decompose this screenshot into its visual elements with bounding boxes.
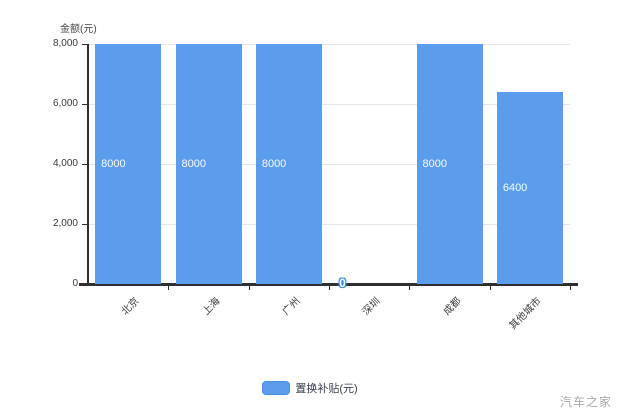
x-axis-tick [168, 286, 170, 290]
legend-label: 置换补贴(元) [295, 383, 358, 395]
bar-1[interactable] [95, 44, 162, 284]
bar-2[interactable] [175, 44, 242, 284]
y-axis-tick [82, 164, 88, 165]
bar-6[interactable] [496, 92, 563, 284]
legend-swatch-icon [262, 381, 291, 395]
gridline [88, 104, 570, 105]
x-axis-label: 北京 [119, 295, 142, 318]
x-axis-label: 深圳 [360, 295, 383, 318]
bar-value-label: 8000 [181, 158, 206, 170]
x-axis-tick [329, 286, 330, 290]
watermark-autohome: 汽车之家 [559, 395, 612, 409]
gridline [88, 164, 570, 165]
x-axis-tick [409, 286, 411, 290]
y-axis-tick-label: 8,000 [52, 38, 78, 49]
x-axis-label: 成都 [441, 295, 464, 318]
bar-value-label: 8000 [101, 158, 126, 170]
y-axis-tick [82, 104, 88, 105]
y-axis-tick-label: 0 [72, 278, 78, 289]
y-axis-tick-label: 4,000 [52, 158, 78, 169]
bar-value-label: 8000 [261, 158, 287, 170]
x-axis-label: 其他城市 [507, 295, 544, 332]
x-axis-tick [570, 286, 571, 290]
x-axis-label: 上海 [200, 295, 223, 318]
gridline [88, 224, 570, 225]
x-axis-label: 广州 [280, 295, 303, 318]
y-axis-tick-label: 6,000 [52, 98, 78, 109]
x-axis-tick [248, 286, 250, 290]
y-axis-tick [82, 44, 88, 45]
bar-value-label-zero: 0 [339, 276, 346, 290]
bar-value-label: 6400 [502, 182, 528, 194]
y-axis-tick-label: 2,000 [52, 218, 78, 229]
gridline [88, 44, 570, 45]
y-axis-line [87, 44, 89, 284]
bar-5[interactable] [416, 44, 483, 284]
legend-item[interactable]: 置换补贴(元) [0, 380, 620, 396]
bar-3[interactable] [255, 44, 322, 284]
x-axis-tick [489, 286, 491, 290]
y-axis-title: 金额(元) [60, 24, 97, 35]
bar-value-label: 8000 [422, 158, 447, 170]
y-axis-tick [82, 224, 88, 225]
x-axis-line [79, 283, 578, 286]
